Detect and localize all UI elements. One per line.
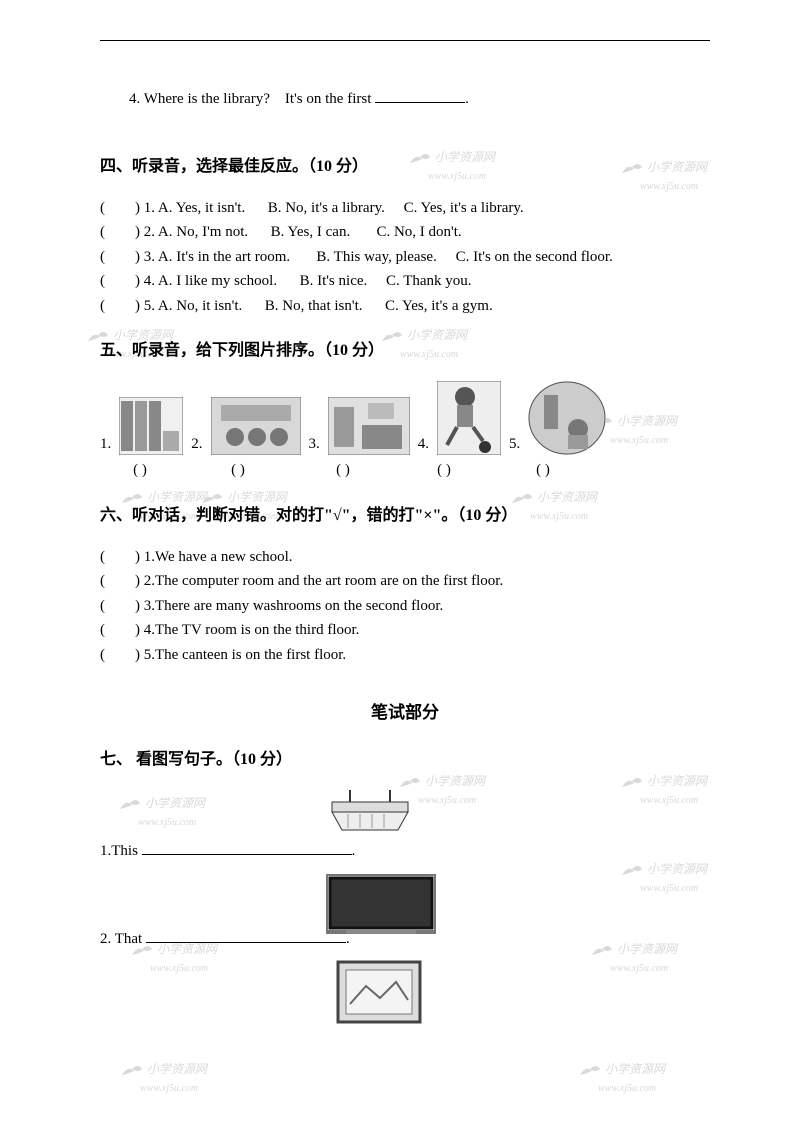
s7-post-1: .: [352, 843, 356, 859]
s5-image-football: [437, 381, 501, 455]
watermark: 小学资源网www.xj5u.com: [120, 1060, 207, 1096]
s7-post-2: .: [346, 931, 350, 947]
s5-paren[interactable]: ( ): [398, 459, 490, 482]
q4-number: 4.: [129, 91, 140, 107]
s5-image-library: [119, 397, 183, 455]
s5-label-1: 1.: [100, 433, 111, 456]
s6-item[interactable]: ( ) 2.The computer room and the art room…: [100, 570, 710, 593]
section7-heading: 七、 看图写句子。（10 分）: [100, 748, 710, 772]
section6-items: ( ) 1.We have a new school. ( ) 2.The co…: [100, 546, 710, 667]
s5-image-room: [328, 397, 410, 455]
s5-label-3: 3.: [309, 433, 320, 456]
s7-line-1: 1.This .: [100, 840, 355, 863]
s5-label-4: 4.: [418, 433, 429, 456]
q4-line: 4. Where is the library? It's on the fir…: [114, 65, 710, 133]
q4-post: .: [465, 91, 469, 107]
s7-blank-1[interactable]: [142, 840, 352, 855]
section4-heading: 四、听录音，选择最佳反应。（10 分）: [100, 155, 710, 179]
s5-paren[interactable]: ( ): [188, 459, 288, 482]
s7-label-1: 1.This: [100, 843, 142, 859]
s7-extra-row: [100, 960, 710, 1030]
s5-paren[interactable]: ( ): [498, 459, 588, 482]
s4-item[interactable]: ( ) 5. A. No, it isn't. B. No, that isn'…: [100, 295, 710, 318]
top-rule: [100, 40, 710, 41]
q4-blank[interactable]: [375, 88, 465, 103]
s7-row-1: 1.This .: [100, 790, 710, 870]
s4-item[interactable]: ( ) 1. A. Yes, it isn't. B. No, it's a l…: [100, 197, 710, 220]
s4-item[interactable]: ( ) 3. A. It's in the art room. B. This …: [100, 246, 710, 269]
section5-paren-row: ( ) ( ) ( ) ( ) ( ): [100, 459, 710, 482]
written-part-heading: 笔试部分: [100, 700, 710, 726]
s7-image-light: [320, 790, 420, 848]
s4-item[interactable]: ( ) 2. A. No, I'm not. B. Yes, I can. C.…: [100, 221, 710, 244]
s5-label-2: 2.: [191, 433, 202, 456]
s6-item[interactable]: ( ) 1.We have a new school.: [100, 546, 710, 569]
s7-row-2: 2. That .: [100, 870, 710, 960]
s5-paren[interactable]: ( ): [296, 459, 390, 482]
section5-heading: 五、听录音，给下列图片排序。（10 分）: [100, 339, 710, 363]
s6-item[interactable]: ( ) 5.The canteen is on the first floor.: [100, 644, 710, 667]
s7-blank-2[interactable]: [146, 928, 346, 943]
s7-label-2: 2. That: [100, 931, 146, 947]
s6-item[interactable]: ( ) 4.The TV room is on the third floor.: [100, 619, 710, 642]
s7-image-picture: [336, 960, 422, 1032]
section6-heading: 六、听对话，判断对错。对的打"√"，错的打"×"。（10 分）: [100, 504, 710, 528]
s4-item[interactable]: ( ) 4. A. I like my school. B. It's nice…: [100, 270, 710, 293]
watermark: 小学资源网www.xj5u.com: [578, 1060, 665, 1096]
s5-image-oval: [528, 381, 606, 455]
q4-pre: Where is the library? It's on the first: [140, 91, 375, 107]
section5-image-row: 1. 2. 3. 4. 5.: [100, 381, 710, 455]
s5-image-classroom: [211, 397, 301, 455]
s5-label-5: 5.: [509, 433, 520, 456]
section4-items: ( ) 1. A. Yes, it isn't. B. No, it's a l…: [100, 197, 710, 318]
s6-item[interactable]: ( ) 3.There are many washrooms on the se…: [100, 595, 710, 618]
s7-line-2: 2. That .: [100, 928, 350, 951]
s5-paren[interactable]: ( ): [100, 459, 180, 482]
